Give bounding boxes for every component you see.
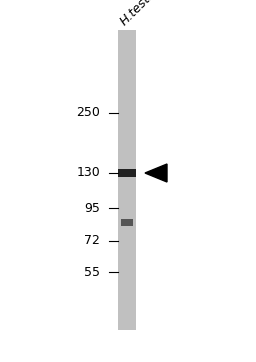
Text: 95: 95 [84, 202, 100, 215]
Bar [121, 219, 133, 226]
Bar [118, 169, 136, 177]
Text: H.testis: H.testis [118, 0, 161, 28]
Text: 72: 72 [84, 235, 100, 248]
Bar [118, 30, 136, 330]
Text: 130: 130 [76, 167, 100, 180]
Text: 55: 55 [84, 265, 100, 278]
Text: 250: 250 [76, 106, 100, 119]
Polygon shape [145, 164, 167, 182]
